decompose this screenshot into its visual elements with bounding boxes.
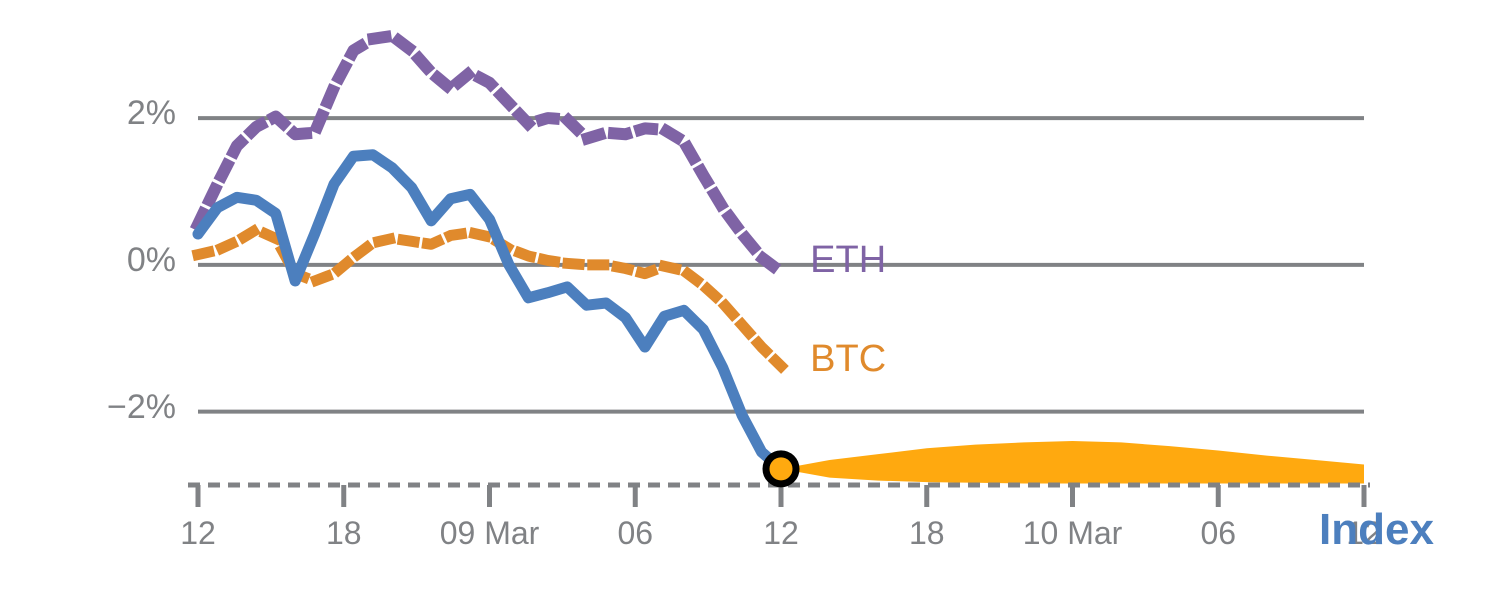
series-line-index	[192, 149, 787, 475]
x-tick-label-7: 06	[1200, 515, 1237, 551]
series-lines	[189, 29, 790, 475]
series-line-eth	[189, 29, 790, 281]
x-tick-label-3: 06	[617, 515, 654, 551]
x-tick-label-6: 10 Mar	[1022, 515, 1123, 551]
current-point-marker	[762, 450, 800, 488]
x-tick-label-8: 12	[1346, 515, 1382, 551]
series-label-btc: BTC	[810, 337, 887, 380]
forecast-band	[781, 440, 1364, 484]
forecast-band-area	[781, 440, 1364, 484]
x-tick-label-4: 12	[763, 515, 799, 551]
x-tick-label-1: 18	[325, 515, 362, 551]
x-tick-label-0: 12	[180, 515, 216, 551]
y-tick-label-2: −2%	[107, 387, 176, 426]
x-tick-label-5: 18	[908, 515, 945, 551]
y-tick-label-1: 0%	[126, 240, 176, 279]
series-label-index: Index	[1319, 505, 1434, 554]
axis-ticks	[195, 485, 1367, 507]
x-tick-label-2: 09 Mar	[439, 515, 540, 551]
series-label-eth: ETH	[810, 238, 887, 281]
current-point-marker-circle[interactable]	[762, 450, 800, 488]
y-tick-label-0: 2%	[126, 94, 176, 133]
